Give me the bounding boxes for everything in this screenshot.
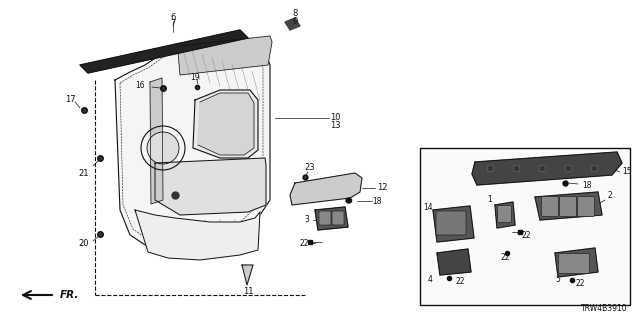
Text: 6: 6 — [170, 12, 176, 21]
Text: 8: 8 — [292, 10, 298, 19]
Polygon shape — [555, 248, 598, 277]
Text: FR.: FR. — [60, 290, 79, 300]
FancyBboxPatch shape — [436, 211, 466, 235]
Polygon shape — [155, 158, 266, 215]
Polygon shape — [198, 93, 254, 155]
Text: 11: 11 — [243, 287, 253, 297]
Polygon shape — [80, 30, 248, 73]
FancyBboxPatch shape — [577, 196, 595, 217]
Text: 9: 9 — [292, 17, 298, 26]
Text: 4: 4 — [428, 276, 433, 284]
FancyBboxPatch shape — [332, 211, 344, 225]
Polygon shape — [135, 210, 260, 260]
Polygon shape — [285, 18, 300, 30]
Text: 18: 18 — [372, 197, 381, 206]
Polygon shape — [437, 249, 471, 275]
Polygon shape — [290, 173, 362, 205]
Text: 3: 3 — [305, 215, 309, 225]
Polygon shape — [242, 265, 253, 285]
Text: 1: 1 — [488, 195, 492, 204]
Text: 23: 23 — [305, 164, 316, 172]
FancyBboxPatch shape — [319, 211, 331, 225]
Polygon shape — [115, 36, 270, 252]
Text: 10: 10 — [330, 114, 340, 123]
Text: 19: 19 — [190, 74, 200, 83]
Text: 7: 7 — [170, 20, 176, 28]
Polygon shape — [535, 192, 602, 220]
Circle shape — [147, 132, 179, 164]
Text: 12: 12 — [377, 183, 387, 193]
FancyBboxPatch shape — [497, 205, 511, 222]
Text: 22: 22 — [300, 239, 308, 249]
FancyBboxPatch shape — [559, 196, 577, 217]
Text: 20: 20 — [79, 238, 89, 247]
Polygon shape — [472, 152, 622, 185]
Text: 14: 14 — [423, 203, 433, 212]
Text: 15: 15 — [622, 167, 632, 177]
Text: 2: 2 — [608, 191, 612, 201]
Text: 16: 16 — [135, 82, 145, 91]
Polygon shape — [178, 36, 272, 75]
Text: 22: 22 — [575, 278, 584, 287]
Text: TRW4B3910: TRW4B3910 — [581, 304, 628, 313]
Bar — [420, 148, 630, 305]
Text: 22: 22 — [455, 277, 465, 286]
FancyBboxPatch shape — [541, 196, 559, 217]
Text: 21: 21 — [79, 169, 89, 178]
Polygon shape — [193, 90, 258, 158]
Polygon shape — [315, 207, 348, 230]
Polygon shape — [150, 78, 163, 204]
FancyBboxPatch shape — [559, 253, 589, 274]
Text: 5: 5 — [556, 276, 561, 284]
Text: 22: 22 — [500, 252, 509, 261]
Polygon shape — [495, 202, 515, 228]
Text: 18: 18 — [582, 180, 591, 189]
Text: 13: 13 — [330, 122, 340, 131]
Text: 17: 17 — [65, 95, 76, 105]
Polygon shape — [433, 206, 474, 242]
Text: 22: 22 — [522, 230, 531, 239]
